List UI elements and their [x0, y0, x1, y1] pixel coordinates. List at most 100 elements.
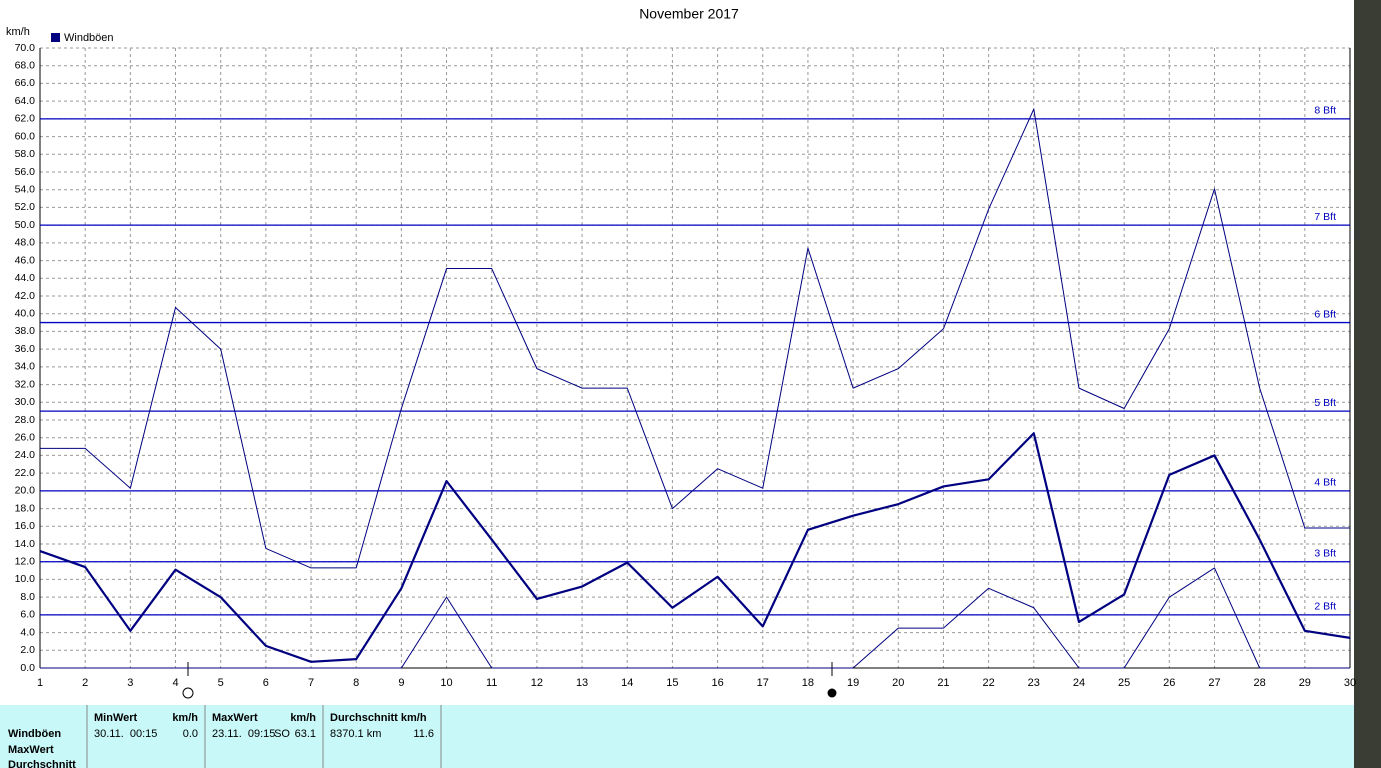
- x-tick-label: 6: [263, 677, 269, 689]
- x-tick-label: 18: [802, 677, 814, 689]
- beaufort-label: 7 Bft: [1314, 211, 1336, 223]
- x-tick-label: 14: [621, 677, 633, 689]
- y-tick-label: 70.0: [15, 42, 36, 54]
- x-tick-label: 24: [1073, 677, 1085, 689]
- y-tick-label: 54.0: [15, 183, 36, 195]
- y-tick-label: 38.0: [15, 325, 36, 337]
- x-tick-label: 7: [308, 677, 314, 689]
- y-tick-label: 32.0: [15, 378, 36, 390]
- x-tick-label: 29: [1299, 677, 1311, 689]
- table-cell: 63.1: [295, 728, 316, 740]
- table-cell: 30.11. 00:15: [94, 728, 157, 740]
- beaufort-label: 5 Bft: [1314, 397, 1336, 409]
- y-tick-label: 46.0: [15, 254, 36, 266]
- y-tick-label: 64.0: [15, 95, 36, 107]
- y-tick-label: 36.0: [15, 343, 36, 355]
- x-tick-label: 13: [576, 677, 588, 689]
- row-label: MaxWert: [8, 744, 54, 756]
- table-header: km/h: [290, 712, 316, 724]
- x-tick-label: 22: [982, 677, 994, 689]
- y-tick-label: 60.0: [15, 130, 36, 142]
- x-tick-label: 30: [1344, 677, 1356, 689]
- x-tick-label: 19: [847, 677, 859, 689]
- side-strip: [1354, 0, 1381, 768]
- x-tick-label: 2: [82, 677, 88, 689]
- beaufort-label: 4 Bft: [1314, 477, 1336, 489]
- table-header: Durchschnitt km/h: [330, 712, 427, 724]
- x-tick-label: 15: [666, 677, 678, 689]
- x-tick-label: 20: [892, 677, 904, 689]
- table-cell: 11.6: [413, 728, 434, 740]
- y-tick-label: 66.0: [15, 77, 36, 89]
- y-tick-label: 30.0: [15, 396, 36, 408]
- table-cell: SO: [274, 728, 290, 740]
- x-tick-label: 9: [398, 677, 404, 689]
- y-tick-label: 18.0: [15, 502, 36, 514]
- table-cell: 0.0: [183, 728, 198, 740]
- x-tick-label: 4: [172, 677, 178, 689]
- table-header: MaxWert: [212, 712, 258, 724]
- x-tick-label: 23: [1028, 677, 1040, 689]
- x-tick-label: 1: [37, 677, 43, 689]
- y-tick-label: 34.0: [15, 361, 36, 373]
- y-tick-label: 50.0: [15, 219, 36, 231]
- series-line: [39, 432, 1351, 663]
- y-tick-label: 68.0: [15, 59, 36, 71]
- table-cell: 23.11. 09:15: [212, 728, 275, 740]
- y-tick-label: 42.0: [15, 290, 36, 302]
- y-tick-label: 52.0: [15, 201, 36, 213]
- y-tick-label: 6.0: [20, 609, 35, 621]
- y-tick-label: 62.0: [15, 113, 36, 125]
- table-header: km/h: [172, 712, 198, 724]
- x-tick-label: 8: [353, 677, 359, 689]
- y-tick-label: 40.0: [15, 307, 36, 319]
- x-tick-label: 21: [937, 677, 949, 689]
- x-tick-label: 5: [218, 677, 224, 689]
- y-tick-label: 16.0: [15, 520, 36, 532]
- legend-swatch: [51, 33, 60, 42]
- x-tick-label: 12: [531, 677, 543, 689]
- x-tick-label: 26: [1163, 677, 1175, 689]
- y-tick-label: 4.0: [20, 626, 35, 638]
- x-tick-label: 3: [127, 677, 133, 689]
- min-line: [40, 567, 1350, 669]
- y-tick-label: 20.0: [15, 485, 36, 497]
- beaufort-label: 3 Bft: [1314, 547, 1336, 559]
- row-label: Windböen: [8, 728, 61, 740]
- y-tick-label: 48.0: [15, 237, 36, 249]
- y-tick-label: 10.0: [15, 573, 36, 585]
- stats-separators: [86, 705, 442, 768]
- y-tick-label: 58.0: [15, 148, 36, 160]
- row-label: Durchschnitt: [8, 759, 76, 768]
- beaufort-label: 2 Bft: [1314, 601, 1336, 613]
- new-moon: [827, 688, 837, 698]
- y-tick-label: 8.0: [20, 591, 35, 603]
- x-tick-label: 27: [1208, 677, 1220, 689]
- y-tick-label: 2.0: [20, 644, 35, 656]
- x-tick-label: 17: [757, 677, 769, 689]
- beaufort-label: 6 Bft: [1314, 308, 1336, 320]
- y-tick-label: 44.0: [15, 272, 36, 284]
- chart-title: November 2017: [639, 6, 739, 22]
- legend-label: Windböen: [64, 32, 114, 44]
- y-axis-label: km/h: [6, 26, 30, 38]
- y-tick-label: 56.0: [15, 166, 36, 178]
- y-tick-label: 26.0: [15, 431, 36, 443]
- stats-panel: [0, 705, 1354, 768]
- x-tick-label: 25: [1118, 677, 1130, 689]
- x-tick-label: 28: [1254, 677, 1266, 689]
- table-cell: 8370.1 km: [330, 728, 381, 740]
- x-tick-label: 16: [711, 677, 723, 689]
- table-header: MinWert: [94, 712, 138, 724]
- y-tick-label: 24.0: [15, 449, 36, 461]
- max-line: [40, 108, 1350, 569]
- x-tick-label: 11: [486, 677, 497, 689]
- x-tick-label: 10: [440, 677, 452, 689]
- y-tick-label: 22.0: [15, 467, 36, 479]
- y-tick-label: 14.0: [15, 538, 36, 550]
- beaufort-label: 8 Bft: [1314, 105, 1336, 117]
- y-tick-label: 28.0: [15, 414, 36, 426]
- y-tick-label: 0.0: [20, 662, 35, 674]
- y-tick-label: 12.0: [15, 555, 36, 567]
